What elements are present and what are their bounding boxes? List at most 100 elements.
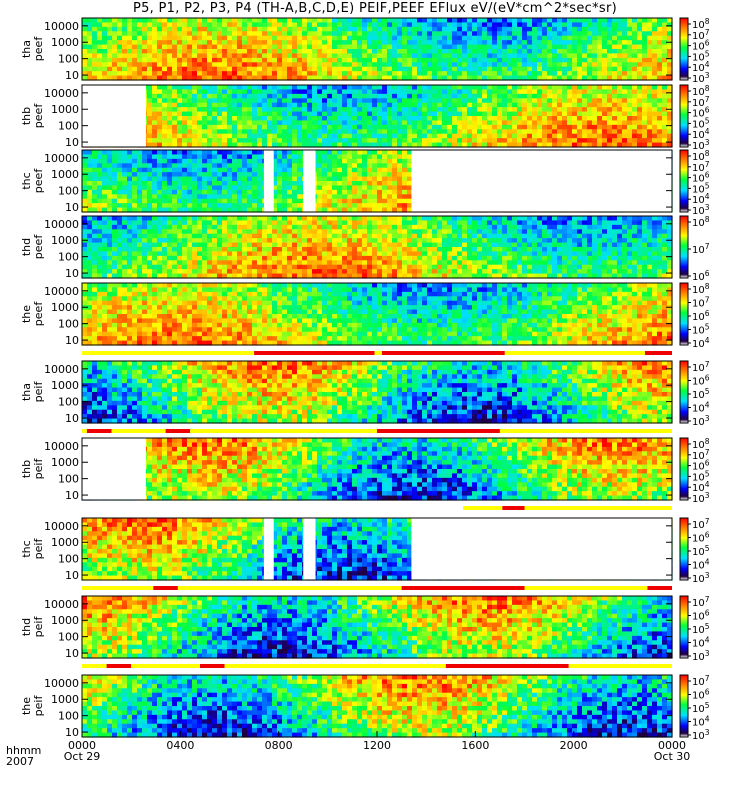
spectrogram-cell	[202, 189, 208, 195]
spectrogram-cell	[242, 26, 248, 32]
spectrogram-cell	[422, 75, 428, 81]
spectrogram-cell	[457, 142, 463, 148]
spectrogram-cell	[167, 98, 173, 104]
spectrogram-cell	[412, 98, 418, 104]
spectrogram-cell	[307, 138, 313, 144]
spectrogram-cell	[187, 163, 193, 169]
spectrogram-cell	[237, 189, 243, 195]
spectrogram-cell	[242, 111, 248, 117]
spectrogram-cell	[172, 133, 178, 139]
spectrogram-cell	[237, 31, 243, 37]
spectrogram-cell	[402, 154, 408, 160]
spectrogram-cell	[612, 89, 618, 95]
spectrogram-cell	[397, 98, 403, 104]
spectrogram-cell	[347, 111, 353, 117]
spectrogram-cell	[282, 198, 288, 204]
spectrogram-cell	[257, 35, 263, 41]
spectrogram-cell	[382, 85, 388, 91]
spectrogram-cell	[247, 62, 253, 68]
spectrogram-cell	[527, 44, 533, 50]
spectrogram-cell	[202, 207, 208, 213]
spectrogram-cell	[337, 107, 343, 113]
spectrogram-cell	[197, 107, 203, 113]
spectrogram-cell	[617, 102, 623, 108]
spectrogram-cell	[132, 40, 138, 46]
spectrogram-cell	[157, 129, 163, 135]
spectrogram-cell	[597, 40, 603, 46]
spectrogram-cell	[372, 18, 378, 24]
spectrogram-cell	[617, 18, 623, 24]
spectrogram-cell	[222, 98, 228, 104]
spectrogram-cell	[282, 102, 288, 108]
spectrogram-cell	[562, 35, 568, 41]
spectrogram-cell	[482, 93, 488, 99]
spectrogram-cell	[512, 66, 518, 72]
spectrogram-cell	[252, 44, 258, 50]
spectrogram-cell	[382, 150, 388, 156]
spectrogram-cell	[282, 44, 288, 50]
spectrogram-cell	[642, 75, 648, 81]
spectrogram-cell	[612, 98, 618, 104]
spectrogram-cell	[177, 198, 183, 204]
spectrogram-cell	[492, 93, 498, 99]
spectrogram-cell	[427, 44, 433, 50]
spectrogram-cell	[347, 57, 353, 63]
spectrogram-cell	[122, 35, 128, 41]
spectrogram-cell	[302, 49, 308, 55]
spectrogram-cell	[517, 133, 523, 139]
spectrogram-cell	[197, 172, 203, 178]
spectrogram-cell	[492, 102, 498, 108]
spectrogram-cell	[112, 71, 118, 77]
spectrogram-cell	[552, 129, 558, 135]
spectrogram-cell	[577, 26, 583, 32]
spectrogram-cell	[517, 44, 523, 50]
colorbar-label: 104	[692, 127, 710, 141]
spectrogram-cell	[202, 53, 208, 59]
spectrogram-cell	[507, 138, 513, 144]
spectrogram-cell	[417, 129, 423, 135]
spectrogram-cell	[302, 26, 308, 32]
spectrogram-cell	[102, 26, 108, 32]
spectrogram-cell	[642, 129, 648, 135]
spectrogram-cell	[502, 120, 508, 126]
spectrogram-cell	[147, 40, 153, 46]
spectrogram-cell	[252, 133, 258, 139]
spectrogram-cell	[292, 53, 298, 59]
spectrogram-cell	[337, 120, 343, 126]
spectrogram-cell	[617, 49, 623, 55]
spectrogram-cell	[182, 163, 188, 169]
spectrogram-cell	[247, 49, 253, 55]
spectrogram-cell	[182, 31, 188, 37]
spectrogram-cell	[482, 62, 488, 68]
spectrogram-cell	[267, 53, 273, 59]
spectrogram-cell	[667, 85, 673, 91]
spectrogram-cell	[222, 93, 228, 99]
spectrogram-cell	[172, 71, 178, 77]
spectrogram-cell	[562, 26, 568, 32]
spectrogram-cell	[582, 111, 588, 117]
spectrogram-cell	[312, 31, 318, 37]
spectrogram-cell	[177, 62, 183, 68]
spectrogram-cell	[407, 111, 413, 117]
spectrogram-cell	[147, 163, 153, 169]
spectrogram-cell	[372, 26, 378, 32]
spectrogram-cell	[262, 44, 268, 50]
spectrogram-cell	[252, 158, 258, 164]
spectrogram-cell	[447, 22, 453, 28]
spectrogram-cell	[472, 116, 478, 122]
spectrogram-cell	[647, 85, 653, 91]
spectrogram-cell	[197, 124, 203, 130]
spectrogram-cell	[202, 18, 208, 24]
spectrogram-cell	[322, 172, 328, 178]
spectrogram-cell	[122, 194, 128, 200]
spectrogram-cell	[472, 111, 478, 117]
spectrogram-cell	[227, 163, 233, 169]
spectrogram-cell	[207, 75, 213, 81]
spectrogram-cell	[97, 194, 103, 200]
spectrogram-cell	[352, 142, 358, 148]
spectrogram-cell	[122, 66, 128, 72]
spectrogram-cell	[252, 176, 258, 182]
spectrogram-cell	[137, 66, 143, 72]
spectrogram-cell	[317, 198, 323, 204]
spectrogram-cell	[402, 44, 408, 50]
